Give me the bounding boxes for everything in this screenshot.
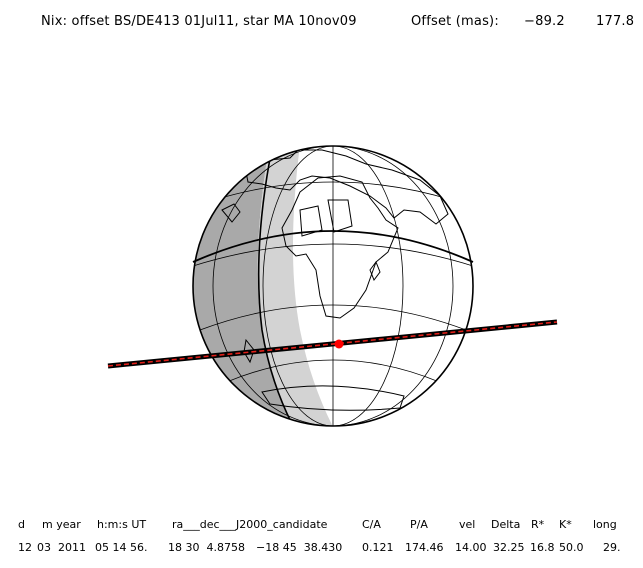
col-delta: Delta (491, 518, 521, 531)
shadow-track (107, 319, 558, 369)
col-kstar: K* (559, 518, 572, 531)
val-dec: −18 45 38.430 (256, 541, 343, 554)
twilight-band (257, 146, 340, 426)
col-radec: ra___dec___J2000_candidate (172, 518, 328, 531)
offset-y-value: 177.8 (596, 14, 635, 29)
graticule (193, 146, 473, 426)
col-long: long (593, 518, 617, 531)
val-long: 29. (603, 541, 621, 554)
val-ra: 18 30 4.8758 (168, 541, 245, 554)
val-delta: 32.25 (493, 541, 525, 554)
col-rstar: R* (531, 518, 545, 531)
offset-label: Offset (mas): (411, 14, 499, 29)
col-pa: P/A (410, 518, 428, 531)
track-centerline (107, 321, 558, 367)
equator-line (192, 230, 474, 263)
val-hms: 05 14 56. (95, 541, 148, 554)
val-kstar: 50.0 (559, 541, 584, 554)
col-d: d (18, 518, 25, 531)
terminator-line (257, 147, 293, 425)
col-m-year: m year (42, 518, 81, 531)
globe-limb (192, 145, 474, 427)
plot-header: Nix: offset BS/DE413 01Jul11, star MA 10… (0, 14, 643, 34)
val-d: 12 (18, 541, 32, 554)
val-ca: 0.121 (362, 541, 394, 554)
plot-title: Nix: offset BS/DE413 01Jul11, star MA 10… (41, 14, 357, 29)
col-hms: h:m:s UT (97, 518, 147, 531)
val-vel: 14.00 (455, 541, 487, 554)
col-ca: C/A (362, 518, 381, 531)
offset-x-value: −89.2 (524, 14, 565, 29)
val-m: 03 (37, 541, 51, 554)
val-year: 2011 (58, 541, 86, 554)
col-vel: vel (459, 518, 476, 531)
val-pa: 174.46 (405, 541, 444, 554)
val-rstar: 16.8 (530, 541, 555, 554)
event-point (334, 339, 344, 349)
